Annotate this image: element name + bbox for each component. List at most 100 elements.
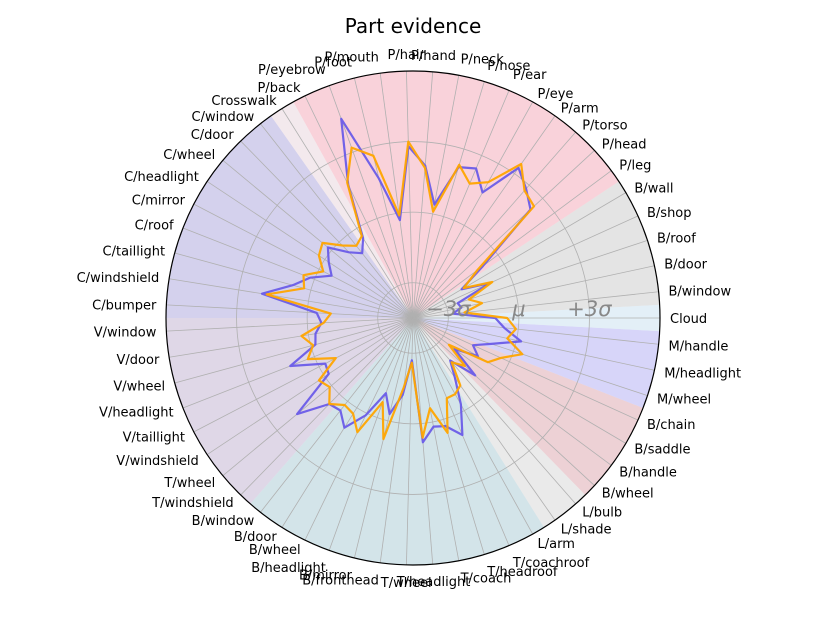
polar-grid — [165, 70, 661, 566]
category-label: P/mouth — [324, 50, 378, 65]
category-label: P/hair — [388, 48, 426, 63]
sector-vehicle — [166, 318, 413, 504]
category-label: T/headroof — [486, 565, 558, 580]
sector-motorbike — [413, 318, 660, 408]
category-label: B/window — [669, 285, 732, 300]
radial-tick-label: −3σ — [426, 297, 471, 321]
chart-title: Part evidence — [345, 14, 482, 38]
grid-spoke — [412, 317, 655, 371]
category-label: V/door — [117, 353, 160, 368]
category-label: B/roof — [657, 231, 696, 246]
category-label: B/window — [192, 514, 255, 529]
grid-spoke — [412, 317, 612, 466]
grid-spoke — [412, 317, 556, 521]
grid-spoke — [328, 317, 414, 551]
grid-spoke — [406, 317, 414, 565]
category-label: P/foot — [314, 55, 352, 70]
category-label: C/window — [192, 110, 255, 125]
sector-lamp — [413, 318, 586, 528]
category-label: T/wheel — [163, 476, 215, 491]
category-label: B/mirror — [299, 569, 353, 584]
category-label: P/back — [257, 81, 301, 96]
category-label: C/windshield — [77, 271, 160, 286]
series-line-1 — [260, 117, 532, 444]
category-label: C/mirror — [132, 194, 186, 209]
grid-spoke — [169, 278, 414, 319]
category-label: P/head — [602, 138, 647, 153]
group-sectors — [166, 71, 660, 565]
category-labels: CloudB/windowB/doorB/roofB/shopB/wallP/l… — [77, 48, 741, 591]
radial-tick-label: μ — [511, 297, 525, 321]
grid-spoke — [412, 317, 460, 561]
grid-spoke — [412, 317, 595, 486]
grid-spoke — [353, 77, 414, 319]
grid-spoke — [412, 131, 576, 319]
grid-spoke — [412, 71, 434, 319]
grid-spoke — [166, 304, 414, 319]
grid-spoke — [412, 240, 648, 319]
grid-spoke — [412, 317, 485, 555]
category-label: B/wheel — [602, 486, 654, 501]
sector-bicycle — [413, 318, 644, 495]
grid-spoke — [222, 317, 414, 476]
grid-spoke — [281, 317, 414, 528]
category-label: L/bulb — [582, 505, 622, 520]
grid-spoke — [169, 317, 414, 358]
grid-spoke — [206, 317, 414, 455]
category-label: P/ear — [513, 68, 547, 83]
grid-spoke — [281, 108, 414, 319]
grid-spoke — [328, 85, 414, 319]
grid-spoke — [412, 81, 485, 319]
sector-person — [293, 71, 619, 319]
grid-spoke — [222, 160, 414, 319]
grid-spoke — [193, 203, 414, 319]
category-label: P/hand — [411, 49, 456, 64]
category-label: B/headlight — [251, 561, 326, 576]
category-label: P/eye — [538, 87, 574, 102]
grid-spoke — [412, 90, 510, 319]
grid-spoke — [412, 150, 595, 319]
category-label: C/door — [191, 128, 235, 143]
category-label: B/chain — [647, 418, 696, 433]
category-label: M/wheel — [657, 393, 711, 408]
series-layer — [260, 117, 536, 444]
category-label: P/eyebrow — [258, 63, 326, 78]
category-label: B/door — [234, 530, 277, 545]
category-label: B/shop — [647, 206, 692, 221]
category-label: P/neck — [461, 53, 505, 68]
grid-spoke — [412, 215, 639, 319]
sector-bus-train — [250, 318, 545, 565]
category-label: C/wheel — [163, 148, 215, 163]
grid-spoke — [182, 317, 414, 409]
grid-spoke — [304, 95, 414, 319]
grid-spoke — [412, 265, 655, 319]
category-label: L/shade — [561, 522, 612, 537]
grid-spoke — [412, 317, 659, 345]
grid-spoke — [412, 192, 627, 319]
grid-spoke — [406, 71, 414, 319]
radial-tick-labels: −3σ μ +3σ — [426, 297, 612, 321]
category-label: B/door — [664, 258, 707, 273]
category-label: P/leg — [619, 159, 651, 174]
category-label: C/taillight — [103, 244, 166, 259]
category-label: T/coach — [460, 572, 512, 587]
grid-spoke — [412, 75, 460, 319]
category-label: V/wheel — [113, 380, 165, 395]
category-label: V/window — [94, 326, 157, 341]
category-label: B/fronthead — [302, 574, 379, 589]
category-label: B/saddle — [634, 443, 690, 458]
grid-spoke — [412, 317, 627, 444]
grid-spoke — [260, 123, 414, 319]
category-label: P/arm — [561, 102, 599, 117]
grid-spoke — [166, 317, 414, 332]
category-label: B/wheel — [249, 543, 301, 558]
grid-spoke — [174, 317, 414, 384]
category-label: B/wall — [634, 182, 673, 197]
category-label: Cloud — [670, 312, 707, 327]
grid-spoke — [412, 317, 510, 546]
category-label: V/headlight — [99, 406, 174, 421]
radial-tick-label: +3σ — [567, 297, 612, 321]
grid-spoke — [240, 317, 414, 496]
